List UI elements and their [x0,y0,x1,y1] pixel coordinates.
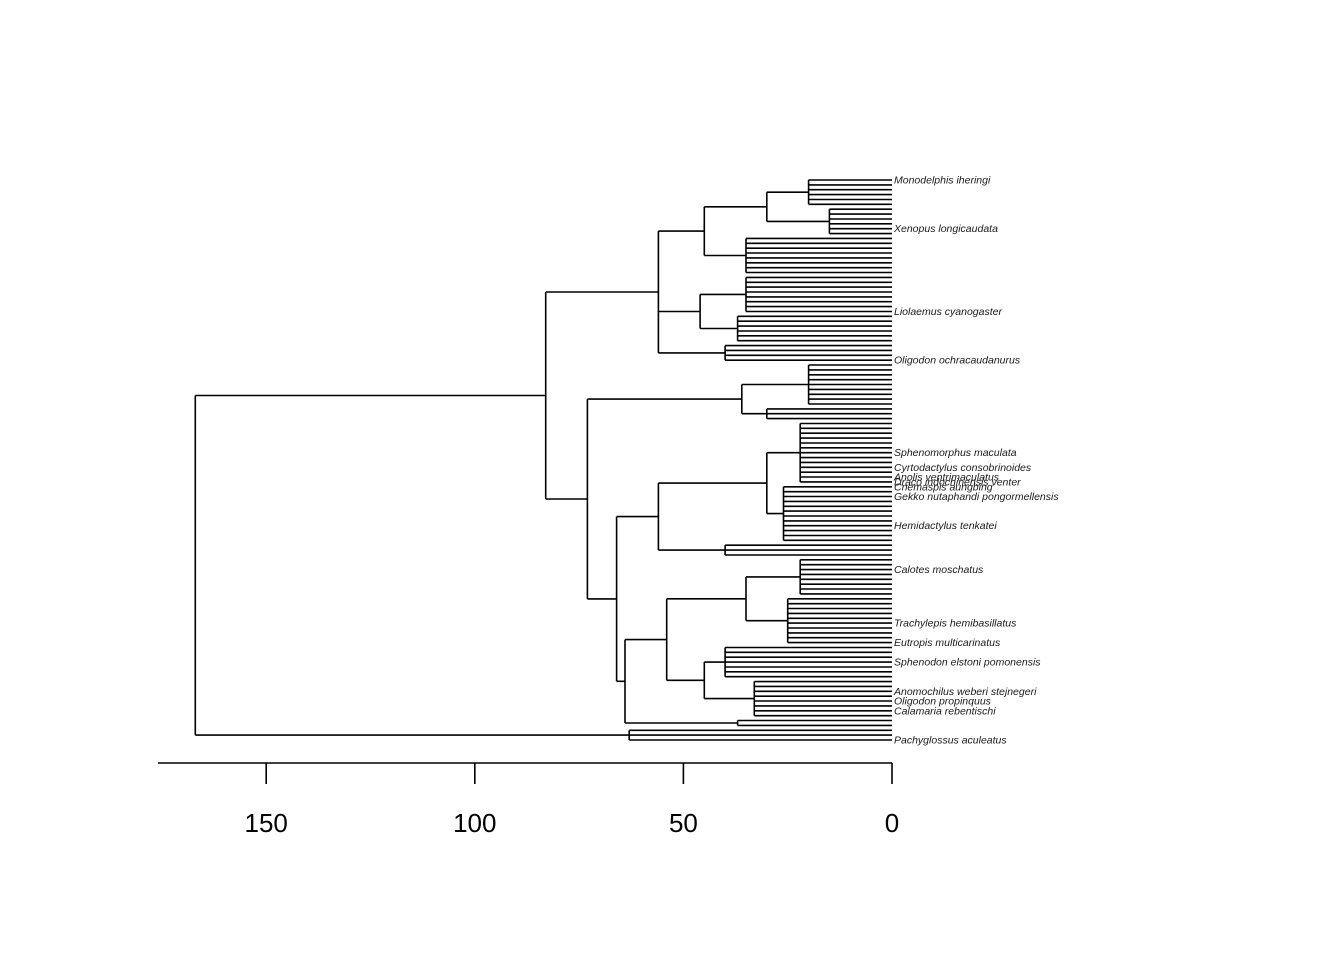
tip-labels: Monodelphis iheringi Xenopus longicaudata… [893,175,1059,747]
tip-label: Monodelphis iheringi [894,175,991,187]
tree-branches [194,179,892,741]
tip-label: Cyrtodactylus consobrinoides [894,462,1032,474]
tip-label: Gekko nutaphandi pongormellensis [894,491,1059,503]
tip-label: Calotes moschatus [894,564,984,576]
tip-label: Oligodon ochracaudanurus [894,355,1021,367]
tip-label: Liolaemus cyanogaster [894,306,1002,318]
tip-label: Oligodon propinquus [894,696,992,708]
tip-label: Draco indochinensis venter [894,476,1021,488]
tip-label: Cnemaspis aungbing [894,481,993,493]
tip-label: Hemidactylus tenkatei [894,520,997,532]
axis-tick-label: 0 [885,808,899,838]
tip-label: Anomochilus weberi stejnegeri [893,686,1037,698]
time-axis: 150 100 50 0 [158,762,899,838]
axis-tick-label: 100 [453,808,496,838]
tip-label: Xenopus longicaudata [893,223,998,235]
tip-label: Eutropis multicarinatus [894,637,1001,649]
tip-label: Pachyglossus aculeatus [894,735,1007,747]
axis-tick-label: 150 [245,808,288,838]
tip-label: Trachylepis hemibasillatus [894,618,1017,630]
tip-label: Sphenodon elstoni pomonensis [894,657,1041,669]
tip-label: Sphenomorphus maculata [894,447,1017,459]
tip-label: Calamaria rebentischi [894,705,996,717]
axis-tick-label: 50 [669,808,698,838]
tip-label: Anolis ventrimaculatus [893,472,1000,484]
